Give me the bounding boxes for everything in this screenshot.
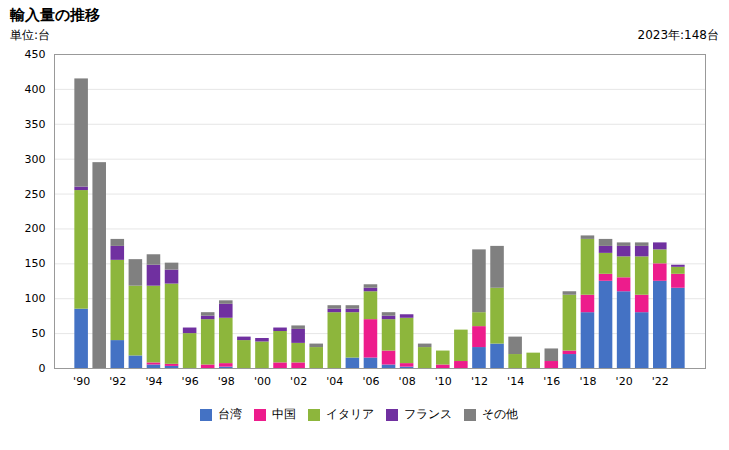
- svg-text:'16: '16: [543, 375, 560, 388]
- svg-text:'20: '20: [616, 375, 633, 388]
- html-text:台湾: 台湾: [217, 407, 242, 421]
- svg-text:'94: '94: [145, 375, 162, 388]
- svg-text:'14: '14: [507, 375, 524, 388]
- svg-text:350: 350: [25, 118, 46, 131]
- svg-text:'00: '00: [254, 375, 271, 388]
- svg-text:'18: '18: [579, 375, 596, 388]
- svg-text:250: 250: [25, 188, 46, 201]
- html-text:イタリア: イタリア: [325, 407, 374, 421]
- svg-text:100: 100: [25, 292, 46, 305]
- svg-text:0: 0: [39, 362, 46, 375]
- svg-text:'22: '22: [652, 375, 669, 388]
- html-text:輸入量の推移: 輸入量の推移: [10, 6, 100, 24]
- html-text:その他: その他: [481, 407, 518, 421]
- svg-text:400: 400: [25, 83, 46, 96]
- svg-text:50: 50: [32, 327, 46, 340]
- svg-text:'08: '08: [399, 375, 416, 388]
- svg-text:'92: '92: [109, 375, 126, 388]
- html-text:フランス: フランス: [403, 407, 452, 421]
- html-text:中国: 中国: [271, 407, 296, 421]
- svg-text:450: 450: [25, 48, 46, 61]
- svg-text:'90: '90: [73, 375, 90, 388]
- svg-text:'98: '98: [218, 375, 235, 388]
- svg-text:200: 200: [25, 222, 46, 235]
- svg-text:'02: '02: [290, 375, 307, 388]
- html-text:単位:台: 単位:台: [10, 28, 50, 42]
- svg-text:'96: '96: [182, 375, 199, 388]
- svg-text:'06: '06: [362, 375, 379, 388]
- svg-text:300: 300: [25, 153, 46, 166]
- svg-text:150: 150: [25, 257, 46, 270]
- svg-text:'12: '12: [471, 375, 488, 388]
- svg-text:'10: '10: [435, 375, 452, 388]
- svg-text:'04: '04: [326, 375, 343, 388]
- html-text:2023年:148台: 2023年:148台: [637, 28, 719, 42]
